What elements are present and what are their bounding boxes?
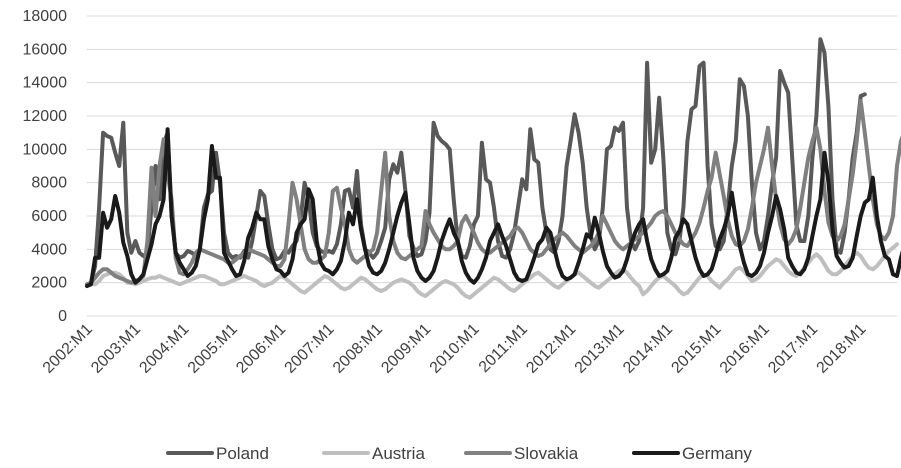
y-tick-label: 8000 xyxy=(31,175,67,192)
x-tick-label: 2013:M1 xyxy=(572,321,628,377)
y-tick-label: 18000 xyxy=(23,8,68,25)
legend: Poland Austria Slovakia Germany xyxy=(166,444,752,463)
series-line-poland xyxy=(85,37,867,287)
y-tick-label: 4000 xyxy=(31,241,67,258)
series-line-germany xyxy=(85,127,901,288)
x-tick-label: 2014:M1 xyxy=(620,321,676,377)
y-tick-label: 16000 xyxy=(23,41,68,58)
x-tick-label: 2002:M1 xyxy=(40,321,96,377)
x-tick-label: 2007:M1 xyxy=(282,321,338,377)
y-tick-label: 0 xyxy=(58,308,67,325)
legend-label-poland: Poland xyxy=(216,444,269,463)
y-tick-label: 6000 xyxy=(31,208,67,225)
y-tick-label: 2000 xyxy=(31,275,67,292)
legend-label-slovakia: Slovakia xyxy=(514,444,579,463)
x-tick-label: 2016:M1 xyxy=(717,321,773,377)
series-line-austria xyxy=(85,242,899,300)
y-tick-label: 10000 xyxy=(23,141,68,158)
x-tick-label: 2018:M1 xyxy=(814,321,870,377)
y-axis-ticks: 0 2000 4000 6000 8000 10000 12000 14000 16000 180… xyxy=(23,8,68,325)
x-tick-label: 2004:M1 xyxy=(136,321,192,377)
x-tick-label: 2006:M1 xyxy=(233,321,289,377)
x-tick-label: 2012:M1 xyxy=(523,321,579,377)
x-tick-label: 2005:M1 xyxy=(185,321,241,377)
x-tick-label: 2010:M1 xyxy=(427,321,483,377)
x-tick-label: 2008:M1 xyxy=(330,321,386,377)
x-tick-label: 2015:M1 xyxy=(668,321,724,377)
y-tick-label: 12000 xyxy=(23,108,68,125)
legend-label-austria: Austria xyxy=(372,444,425,463)
x-tick-label: 2017:M1 xyxy=(765,321,821,377)
series-lines xyxy=(85,37,901,300)
x-tick-label: 2011:M1 xyxy=(476,321,531,376)
x-tick-label: 2003:M1 xyxy=(88,321,144,377)
series-line-slovakia xyxy=(85,99,901,287)
x-axis-ticks: 2002:M12003:M12004:M12005:M12006:M12007:… xyxy=(40,321,870,377)
y-tick-label: 14000 xyxy=(23,75,68,92)
x-tick-label: 2009:M1 xyxy=(378,321,434,377)
legend-label-germany: Germany xyxy=(682,444,752,463)
